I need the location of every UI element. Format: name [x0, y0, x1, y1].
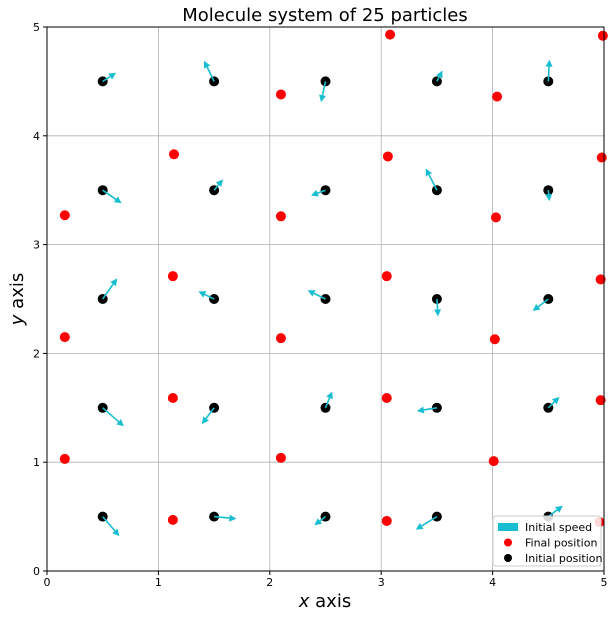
initial-speed-arrow [547, 396, 560, 409]
plot-area [46, 26, 608, 572]
x-tick-label: 3 [378, 576, 385, 589]
legend-label: Initial speed [525, 521, 592, 534]
legend-marker-final-position [504, 538, 512, 547]
initial-speed-arrow [545, 59, 553, 82]
initial-speed-arrow [436, 70, 443, 82]
initial-speed-arrow [314, 515, 326, 526]
initial-speed-arrow [324, 391, 333, 409]
final-position-point [382, 151, 393, 162]
initial-speed-arrow [425, 168, 438, 191]
final-position-point [59, 453, 70, 464]
y-tick-label: 0 [33, 565, 40, 578]
x-axis-label-variable: x [298, 591, 310, 612]
initial-speed-arrow [102, 407, 124, 427]
final-position-point [275, 333, 286, 344]
final-position-point [381, 393, 392, 404]
initial-speed-arrow [102, 516, 120, 537]
y-tick-label: 4 [33, 130, 40, 143]
initial-speed-arrow [545, 190, 553, 202]
initial-speed-arrow [201, 407, 215, 425]
x-axis-label: x axis [298, 591, 351, 612]
final-position-series [59, 29, 608, 528]
initial-speed-arrow [416, 406, 438, 414]
chart-title: Molecule system of 25 particles [182, 5, 467, 26]
y-tick-label: 3 [33, 239, 40, 252]
x-tick-label: 0 [44, 576, 51, 589]
legend-label: Initial position [525, 552, 603, 565]
legend-marker-initial-speed [498, 523, 518, 531]
initial-speed-arrow [102, 189, 122, 204]
initial-speed-arrow [415, 515, 438, 530]
final-position-point [275, 211, 286, 222]
y-axis-ticks: 0 1 2 3 4 5 [33, 21, 47, 578]
final-position-point [488, 456, 499, 467]
final-position-point [275, 452, 286, 463]
x-tick-label: 4 [489, 576, 496, 589]
initial-speed-arrow [307, 290, 326, 300]
final-position-point [167, 271, 178, 282]
plot-frame [46, 26, 605, 572]
final-position-point [167, 393, 178, 404]
initial-speed-arrow [311, 189, 326, 197]
initial-speed-arrow [214, 514, 237, 522]
final-position-point [597, 30, 608, 41]
final-position-point [595, 395, 606, 406]
y-tick-label: 2 [33, 347, 40, 360]
initial-speed-arrow [203, 60, 215, 82]
final-position-point [489, 334, 500, 345]
final-position-point [59, 210, 70, 221]
x-tick-label: 2 [266, 576, 273, 589]
final-position-point [167, 514, 178, 525]
legend: Initial speed Final position Initial posit… [492, 515, 603, 567]
initial-speed-arrow [198, 291, 215, 300]
final-position-point [381, 515, 392, 526]
initial-speed-arrow [102, 72, 117, 83]
x-tick-label: 1 [155, 576, 162, 589]
final-position-point [385, 29, 396, 40]
final-position-point [492, 91, 503, 102]
final-position-point [596, 152, 607, 163]
x-axis-ticks: 0 1 2 3 4 5 [44, 571, 608, 589]
final-position-point [381, 271, 392, 282]
x-axis-label-text: axis [309, 591, 351, 612]
final-position-point [490, 212, 501, 223]
legend-marker-initial-position [504, 554, 512, 562]
y-tick-label: 5 [33, 21, 40, 34]
initial-speed-arrow [532, 298, 549, 311]
initial-speed-arrow [102, 278, 118, 300]
initial-speed-arrow [547, 505, 563, 518]
final-position-point [59, 332, 70, 343]
final-position-point [275, 89, 286, 100]
initial-speed-series [102, 59, 563, 537]
y-tick-label: 1 [33, 456, 40, 469]
legend-label: Final position [525, 537, 597, 550]
final-position-point [168, 149, 179, 160]
y-axis-label-text: axis [7, 273, 28, 315]
x-tick-label: 5 [601, 576, 608, 589]
initial-speed-arrow [213, 179, 224, 191]
y-axis-label: y axis [7, 273, 28, 326]
final-position-point [595, 274, 606, 285]
y-axis-label-variable: y [7, 314, 28, 326]
initial-speed-arrow [434, 298, 442, 317]
legend-box [492, 515, 602, 567]
grid-lines [46, 26, 605, 572]
initial-speed-arrow [319, 81, 327, 103]
